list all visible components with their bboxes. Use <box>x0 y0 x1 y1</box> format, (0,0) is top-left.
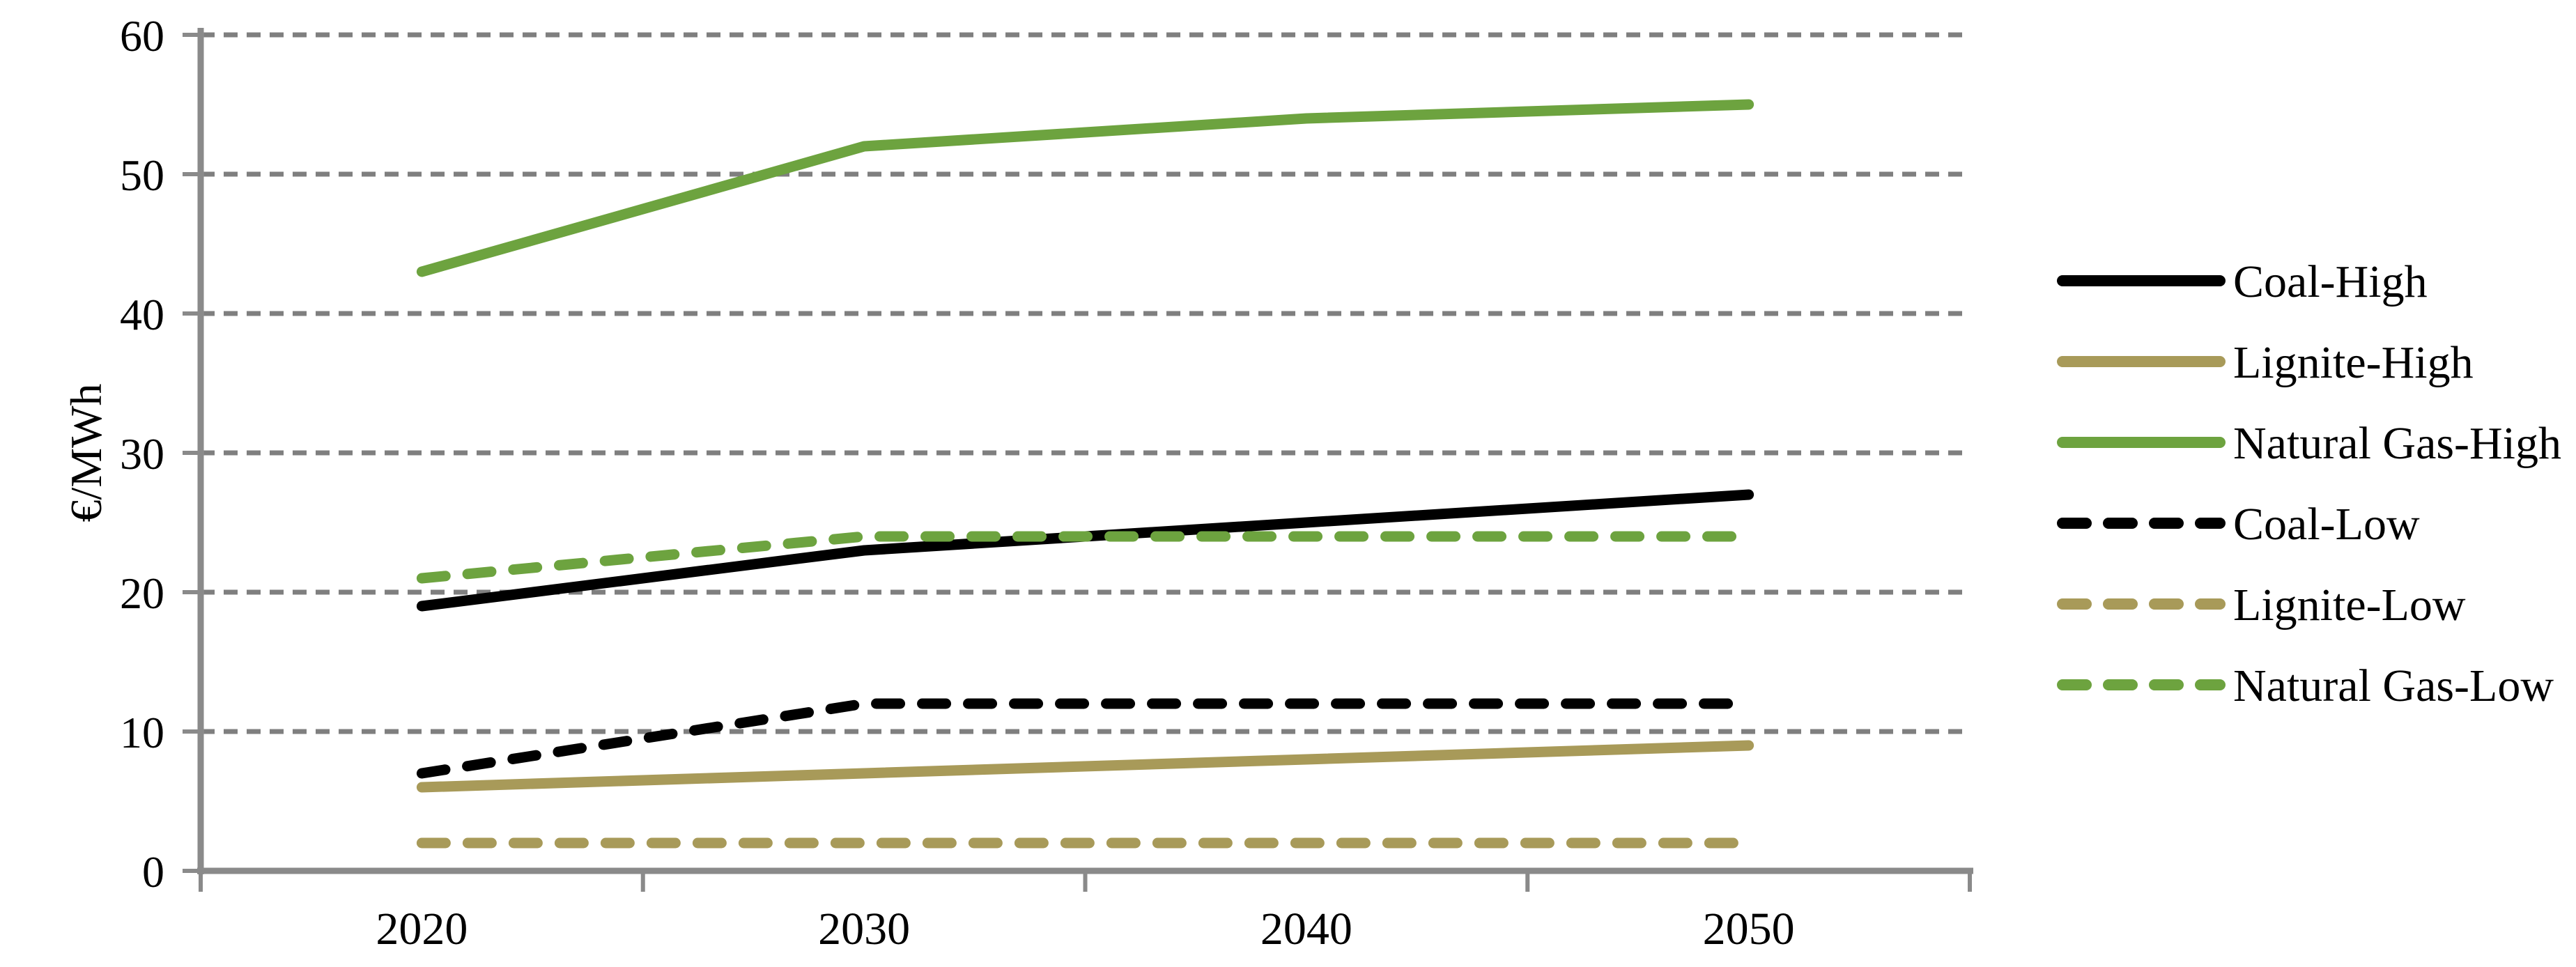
y-tick-label-40: 40 <box>120 290 164 339</box>
legend-item-natural-gas-low: Natural Gas-Low <box>2057 660 2554 711</box>
series-lines <box>416 99 1754 849</box>
y-tick-label-0: 0 <box>142 847 164 897</box>
x-axis-labels: 2020 2030 2040 2050 <box>376 904 1794 954</box>
x-tick-label-2050: 2050 <box>1703 904 1795 954</box>
legend-item-natural-gas-high: Natural Gas-High <box>2057 418 2561 469</box>
y-tick-label-20: 20 <box>120 568 164 618</box>
legend-label-lignite-high: Lignite-High <box>2233 337 2474 388</box>
x-tick-label-2030: 2030 <box>818 904 910 954</box>
legend-label-lignite-low: Lignite-Low <box>2233 580 2466 631</box>
series-line-coal-low <box>416 698 1754 779</box>
y-axis-title: €/MWh <box>61 383 111 522</box>
legend-label-coal-high: Coal-High <box>2233 256 2428 307</box>
legend-label-natural-gas-high: Natural Gas-High <box>2233 418 2561 469</box>
y-tick-label-50: 50 <box>120 150 164 200</box>
series-line-natural-gas-low <box>416 531 1754 584</box>
y-tick-label-30: 30 <box>120 429 164 479</box>
series-line-natural-gas-high <box>416 99 1754 277</box>
legend-item-lignite-high: Lignite-High <box>2057 337 2474 388</box>
legend: Coal-High Lignite-High Natural Gas-High Coa… <box>2057 256 2561 711</box>
legend-item-coal-high: Coal-High <box>2057 256 2428 307</box>
legend-item-coal-low: Coal-Low <box>2057 499 2420 550</box>
series-line-lignite-high <box>416 740 1754 793</box>
y-tick-label-10: 10 <box>120 708 164 757</box>
legend-label-coal-low: Coal-Low <box>2233 499 2420 550</box>
x-tick-label-2040: 2040 <box>1260 904 1352 954</box>
x-tick-label-2020: 2020 <box>376 904 468 954</box>
y-tick-label-60: 60 <box>120 11 164 61</box>
gridlines <box>201 32 1970 734</box>
y-axis-ticks-and-labels: 0 10 20 30 40 50 60 <box>120 11 204 897</box>
legend-item-lignite-low: Lignite-Low <box>2057 580 2466 631</box>
x-axis-ticks <box>199 871 1972 892</box>
legend-label-natural-gas-low: Natural Gas-Low <box>2233 660 2554 711</box>
